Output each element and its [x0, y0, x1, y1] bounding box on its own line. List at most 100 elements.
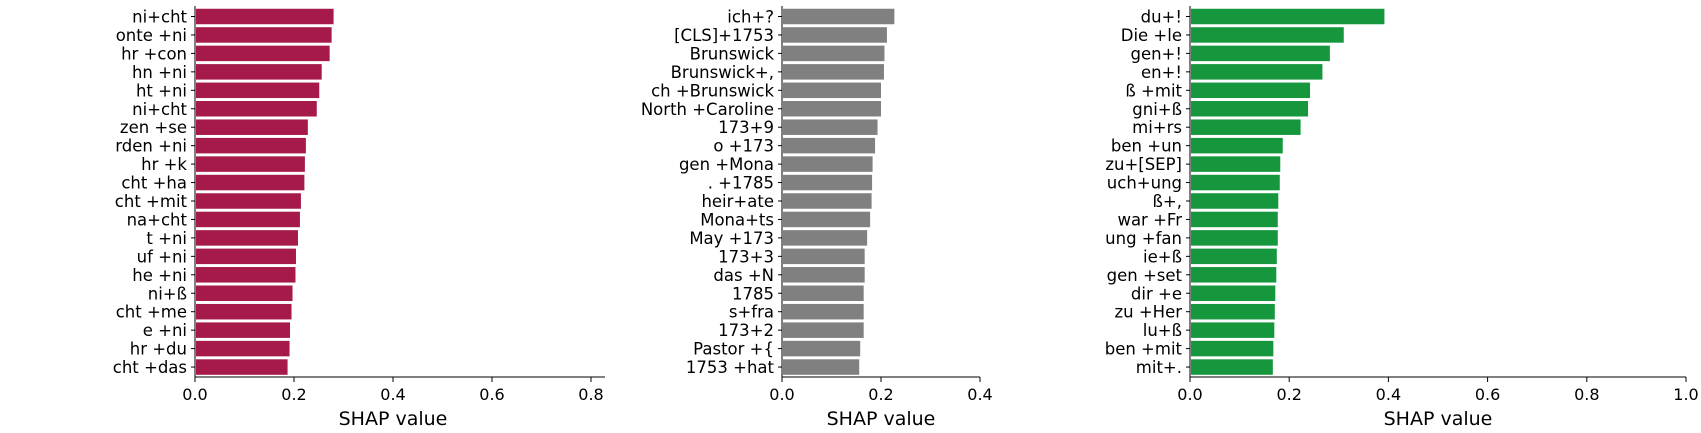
category-label: zen +se — [120, 118, 187, 137]
x-tick-label: 0.2 — [281, 385, 306, 404]
category-label: dir +e — [1131, 284, 1182, 303]
category-label: gen +set — [1107, 266, 1183, 285]
bar-7 — [1191, 119, 1301, 135]
bar-12 — [1191, 211, 1278, 228]
category-label: ben +mit — [1105, 340, 1183, 359]
category-label: hr +con — [121, 44, 187, 63]
bar-18 — [783, 322, 864, 338]
category-label: ni+ß — [148, 284, 187, 303]
category-label: lu+ß — [1143, 321, 1182, 340]
bar-11 — [783, 193, 872, 209]
category-label: hn +ni — [132, 63, 187, 82]
bar-7 — [783, 119, 878, 135]
bar-1 — [783, 8, 895, 25]
x-tick-label: 1.0 — [1673, 385, 1698, 404]
category-label: s+fra — [729, 303, 774, 322]
bar-15 — [1191, 267, 1277, 283]
bar-12 — [196, 211, 300, 228]
category-label: ß+, — [1153, 192, 1182, 211]
bar-20 — [196, 359, 288, 375]
category-label: gni+ß — [1132, 100, 1182, 119]
bar-20 — [1191, 359, 1273, 375]
category-label: du+! — [1141, 8, 1182, 27]
category-label: mi+rs — [1132, 118, 1182, 137]
bar-11 — [1191, 193, 1279, 209]
category-label: onte +ni — [116, 26, 187, 45]
bar-8 — [1191, 137, 1283, 154]
category-label: gen +Mona — [679, 155, 774, 174]
category-label: Pastor +{ — [693, 340, 774, 359]
bar-12 — [783, 211, 871, 228]
x-tick-label: 0.2 — [868, 385, 893, 404]
bar-4 — [783, 64, 884, 80]
category-label: [CLS]+1753 — [674, 26, 774, 45]
bar-1 — [196, 8, 334, 25]
category-label: ch +Brunswick — [651, 81, 774, 100]
bar-14 — [1191, 248, 1277, 265]
category-label: das +N — [713, 266, 774, 285]
bar-19 — [783, 340, 861, 357]
bar-17 — [1191, 303, 1275, 320]
category-label: he +ni — [132, 266, 187, 285]
category-label: . +1785 — [708, 174, 774, 193]
bar-16 — [196, 285, 293, 301]
bar-19 — [196, 340, 290, 357]
bar-6 — [1191, 101, 1309, 117]
bar-2 — [196, 27, 332, 43]
category-label: 1753 +hat — [686, 358, 775, 377]
category-label: rden +ni — [115, 137, 187, 156]
category-label: 173+9 — [718, 118, 774, 137]
bar-16 — [1191, 285, 1276, 301]
x-axis-label: SHAP value — [1384, 408, 1493, 430]
category-label: ung +fan — [1105, 229, 1182, 248]
category-label: 173+2 — [718, 321, 774, 340]
category-label: Die +le — [1121, 26, 1182, 45]
bar-3 — [1191, 45, 1330, 62]
category-label: mit+. — [1136, 358, 1182, 377]
category-label: ni+cht — [132, 8, 187, 27]
category-label: ich+? — [727, 8, 774, 27]
category-label: ß +mit — [1125, 81, 1182, 100]
bar-19 — [1191, 340, 1274, 357]
bar-2 — [783, 27, 887, 43]
category-label: Brunswick+, — [671, 63, 774, 82]
category-label: na+cht — [127, 210, 188, 229]
category-label: o +173 — [713, 137, 774, 156]
bar-4 — [1191, 64, 1323, 80]
bar-6 — [196, 101, 317, 117]
bar-5 — [196, 82, 320, 99]
bar-17 — [196, 303, 292, 320]
category-label: zu +Her — [1114, 303, 1182, 322]
bar-5 — [1191, 82, 1311, 99]
x-tick-label: 0.0 — [182, 385, 207, 404]
bar-18 — [196, 322, 291, 338]
x-tick-label: 0.6 — [479, 385, 504, 404]
x-tick-label: 0.6 — [1475, 385, 1500, 404]
category-label: ben +un — [1111, 137, 1182, 156]
bar-9 — [783, 156, 873, 172]
category-label: hr +k — [141, 155, 187, 174]
category-label: Mona+ts — [700, 210, 774, 229]
x-tick-label: 0.8 — [1574, 385, 1599, 404]
bar-6 — [783, 101, 881, 117]
x-tick-label: 0.4 — [380, 385, 405, 404]
x-tick-label: 0.4 — [1376, 385, 1401, 404]
x-tick-label: 0.0 — [1177, 385, 1202, 404]
bar-9 — [1191, 156, 1281, 172]
category-label: ht +ni — [136, 81, 187, 100]
category-label: en+! — [1141, 63, 1182, 82]
bar-10 — [196, 174, 305, 191]
bar-1 — [1191, 8, 1385, 25]
bar-14 — [196, 248, 296, 265]
bar-13 — [196, 230, 298, 246]
category-label: cht +mit — [115, 192, 188, 211]
x-tick-label: 0.2 — [1276, 385, 1301, 404]
category-label: uch+ung — [1107, 174, 1182, 193]
category-label: ie+ß — [1143, 247, 1182, 266]
bar-7 — [196, 119, 308, 135]
bar-15 — [196, 267, 296, 283]
x-axis-label: SHAP value — [827, 408, 936, 430]
bar-4 — [196, 64, 322, 80]
x-tick-label: 0.4 — [967, 385, 992, 404]
